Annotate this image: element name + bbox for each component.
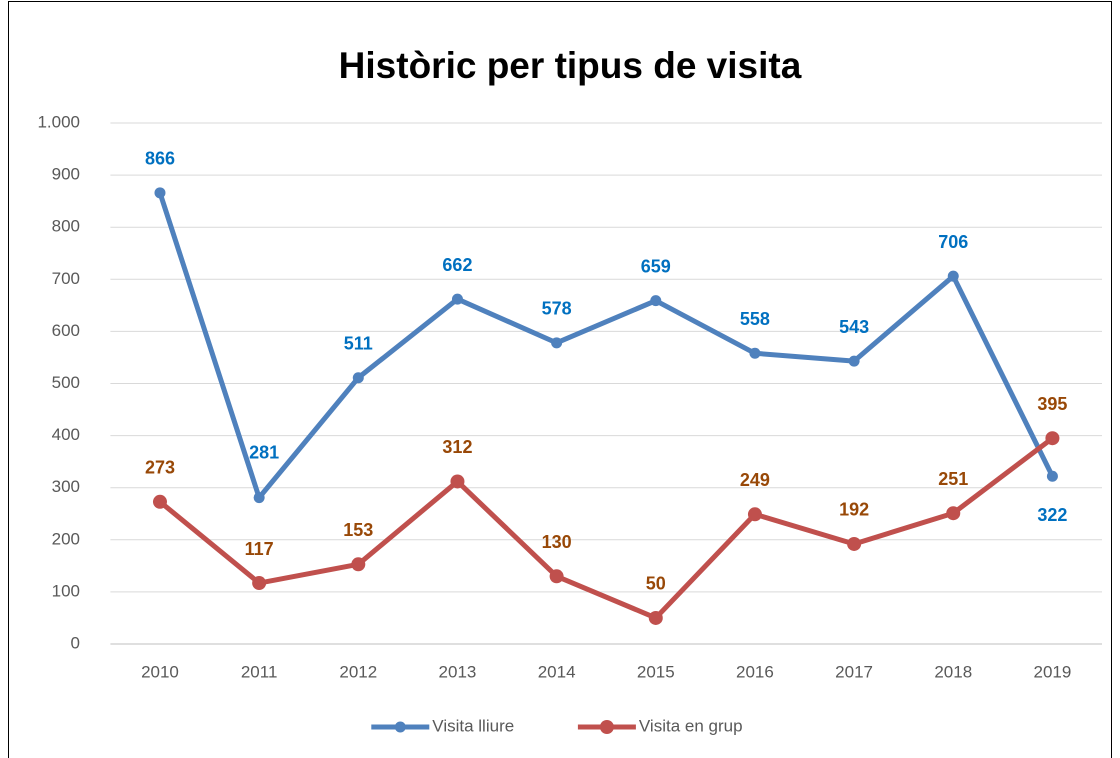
point-marker <box>848 355 860 367</box>
y-tick-label: 700 <box>52 269 80 288</box>
point-marker <box>351 557 366 572</box>
data-label: 866 <box>145 149 175 169</box>
legend-label: Visita en grup <box>639 716 743 735</box>
data-label: 659 <box>641 256 671 276</box>
point-marker <box>847 536 862 551</box>
y-tick-label: 100 <box>52 581 80 600</box>
point-marker <box>648 610 663 625</box>
data-label: 251 <box>938 469 968 489</box>
x-tick-label: 2019 <box>1034 662 1072 681</box>
point-marker <box>154 187 166 199</box>
x-tick-label: 2018 <box>934 662 972 681</box>
data-label: 511 <box>344 334 373 354</box>
point-marker <box>1046 470 1058 482</box>
point-marker <box>253 492 265 504</box>
chart-title: Històric per tipus de visita <box>339 45 802 86</box>
point-marker <box>747 507 762 522</box>
data-label: 312 <box>442 437 472 457</box>
y-tick-label: 1.000 <box>37 112 80 131</box>
legend-marker <box>394 721 406 733</box>
legend-marker <box>599 720 614 734</box>
point-marker <box>749 347 761 359</box>
y-tick-label: 400 <box>52 425 80 444</box>
point-marker <box>1045 431 1060 446</box>
data-label: 117 <box>245 539 274 559</box>
y-tick-label: 300 <box>52 477 80 496</box>
point-marker <box>252 576 267 591</box>
data-label: 322 <box>1037 505 1067 525</box>
point-marker <box>947 270 959 282</box>
x-tick-label: 2014 <box>538 662 576 681</box>
x-tick-label: 2016 <box>736 662 774 681</box>
point-marker <box>549 569 564 584</box>
legend-label: Visita lliure <box>432 716 514 735</box>
x-tick-label: 2015 <box>637 662 675 681</box>
x-tick-label: 2013 <box>439 662 477 681</box>
series-line <box>158 436 1054 621</box>
point-marker <box>450 474 465 489</box>
point-marker <box>352 372 364 384</box>
y-tick-label: 900 <box>52 165 80 184</box>
chart-border <box>8 1 1112 758</box>
data-label: 395 <box>1037 394 1067 414</box>
data-label: 273 <box>145 458 175 478</box>
x-tick-label: 2017 <box>835 662 873 681</box>
data-label: 662 <box>442 255 472 275</box>
y-tick-label: 200 <box>52 529 80 548</box>
x-tick-label: 2012 <box>339 662 377 681</box>
data-label: 578 <box>542 299 572 319</box>
x-tick-label: 2010 <box>141 662 179 681</box>
point-marker <box>451 293 463 305</box>
data-label: 281 <box>249 442 279 462</box>
data-label: 192 <box>839 500 869 520</box>
y-tick-label: 0 <box>71 633 80 652</box>
y-tick-label: 800 <box>52 217 80 236</box>
point-marker <box>152 494 167 509</box>
data-label: 153 <box>343 520 373 540</box>
data-label: 130 <box>542 532 572 552</box>
data-label: 543 <box>839 317 869 337</box>
data-label: 706 <box>938 232 968 252</box>
point-marker <box>551 337 563 349</box>
point-marker <box>946 506 961 521</box>
x-tick-label: 2011 <box>241 662 278 681</box>
y-tick-label: 600 <box>52 321 80 340</box>
data-label: 249 <box>740 470 770 490</box>
series-line <box>157 192 1055 501</box>
data-label: 558 <box>740 309 770 329</box>
y-tick-label: 500 <box>52 373 80 392</box>
point-marker <box>650 295 662 307</box>
data-label: 50 <box>646 574 666 594</box>
